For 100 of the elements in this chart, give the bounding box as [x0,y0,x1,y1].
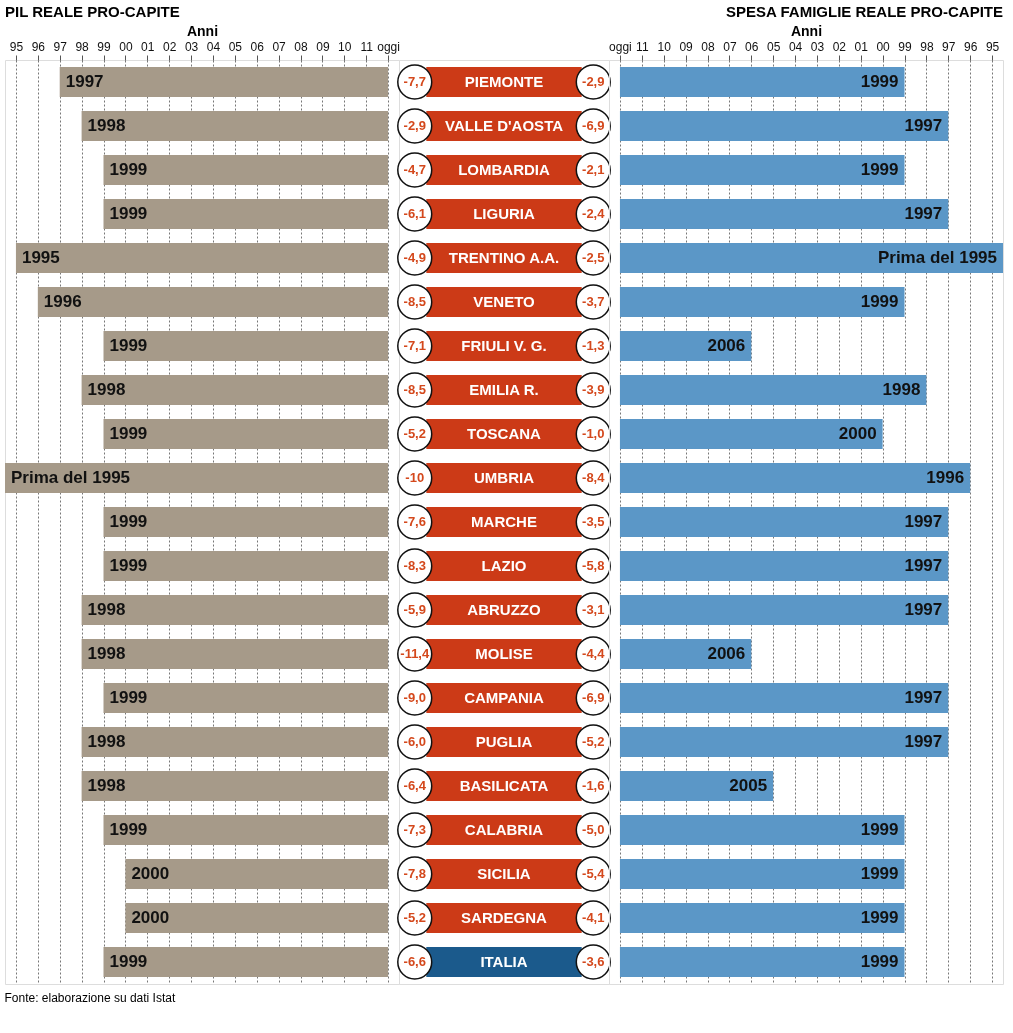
annotation: 1999 [109,952,148,971]
data-label: -5,4 [582,866,606,881]
x-axis-title: Anni [186,22,219,39]
category-label: PUGLIA [475,733,533,750]
annotation: 2006 [707,644,746,663]
category-label: ITALIA [480,953,528,970]
x-tick-label: 01 [854,39,869,54]
annotation: 1998 [87,644,126,663]
category-label: UMBRIA [474,469,535,486]
annotation: 1999 [109,336,148,355]
data-label: -2,1 [582,162,605,177]
data-label: -6,6 [403,954,426,969]
x-tick-label: 99 [97,39,111,54]
x-tick-label: 98 [75,39,90,54]
x-tick-label: 98 [920,39,934,54]
x-tick-label: 99 [898,39,912,54]
annotation: 1998 [87,732,126,751]
x-tick-label: 01 [141,39,155,54]
annotation: 1999 [860,864,899,883]
annotation: 1999 [860,292,899,311]
data-label: -6,9 [582,690,605,705]
data-label: -2,5 [582,250,605,265]
x-tick-label: 10 [657,39,672,54]
category-label: PIEMONTE [464,73,544,90]
category-label: VENETO [473,293,536,310]
annotation: 1997 [65,72,104,91]
category-label: SARDEGNA [461,909,548,926]
data-label: -6,1 [403,206,426,221]
x-tick-label: 09 [316,39,330,54]
data-label: -5,8 [582,558,605,573]
annotation: 1998 [87,380,126,399]
data-label: -7,6 [403,514,426,529]
x-tick-label: oggi [609,39,632,54]
category-label: TRENTINO A.A. [448,249,560,266]
x-tick-label: 10 [338,39,352,54]
annotation: Prima del 1995 [11,468,131,487]
x-tick-label: 09 [679,39,694,54]
x-tick-label: 05 [766,39,781,54]
annotation: 1999 [109,512,148,531]
x-tick-label: 08 [701,39,715,54]
annotation: 2000 [131,864,170,883]
category-label: BASILICATA [459,777,549,794]
data-label: -4,1 [582,910,605,925]
data-label: -8,4 [582,470,606,485]
annotation: 1998 [87,776,126,795]
annotation: Prima del 1995 [877,248,997,267]
data-label: -8,3 [403,558,426,573]
category-label: VALLE D'AOSTA [444,117,564,134]
x-tick-label: 96 [963,39,978,54]
data-label: -5,2 [403,426,426,441]
data-label: -7,7 [403,74,426,89]
category-label: FRIULI V. G. [461,337,547,354]
data-label: -6,9 [582,118,605,133]
data-label: -6,0 [403,734,426,749]
data-label: -6,4 [403,778,427,793]
annotation: 1996 [926,468,965,487]
annotation: 1999 [860,160,899,179]
annotation: 1999 [860,908,899,927]
data-label: -4,7 [403,162,426,177]
annotation: 1999 [109,204,148,223]
x-tick-label: 95 [9,39,24,54]
x-tick-label: 96 [31,39,46,54]
data-label: -2,4 [582,206,606,221]
chart-title: SPESA FAMIGLIE REALE PRO-CAPITE [726,3,1003,20]
annotation: 1999 [109,688,148,707]
data-label: -2,9 [582,74,605,89]
annotation: 1998 [882,380,921,399]
category-label: CALABRIA [464,821,544,838]
x-tick-label: 11 [636,39,649,54]
data-label: -3,9 [582,382,605,397]
annotation: 1997 [904,600,943,619]
data-label: -5,0 [582,822,605,837]
category-label: LIGURIA [473,205,535,222]
x-tick-label: 97 [942,39,956,54]
x-tick-label: 08 [294,39,308,54]
x-tick-label: 04 [788,39,803,54]
data-label: -9,0 [403,690,426,705]
annotation: 1997 [904,688,943,707]
category-label: LOMBARDIA [458,161,550,178]
data-label: -7,8 [403,866,426,881]
annotation: 1997 [904,116,943,135]
x-tick-label: 00 [876,39,891,54]
data-label: -10 [405,470,425,485]
data-label: -3,6 [582,954,605,969]
annotation: 2000 [838,424,877,443]
x-tick-label: oggi [377,39,400,54]
category-label: CAMPANIA [464,689,545,706]
annotation: 1999 [860,952,899,971]
data-label: -2,9 [403,118,426,133]
category-label: MARCHE [471,513,537,530]
annotation: 2000 [131,908,170,927]
category-label: TOSCANA [467,425,542,442]
category-label: LAZIO [481,557,527,574]
data-label: -8,5 [403,294,426,309]
category-label: SICILIA [477,865,531,882]
x-tick-label: 00 [119,39,133,54]
x-tick-label: 03 [184,39,199,54]
data-label: -3,1 [582,602,605,617]
x-tick-label: 04 [206,39,221,54]
data-label: -8,5 [403,382,426,397]
